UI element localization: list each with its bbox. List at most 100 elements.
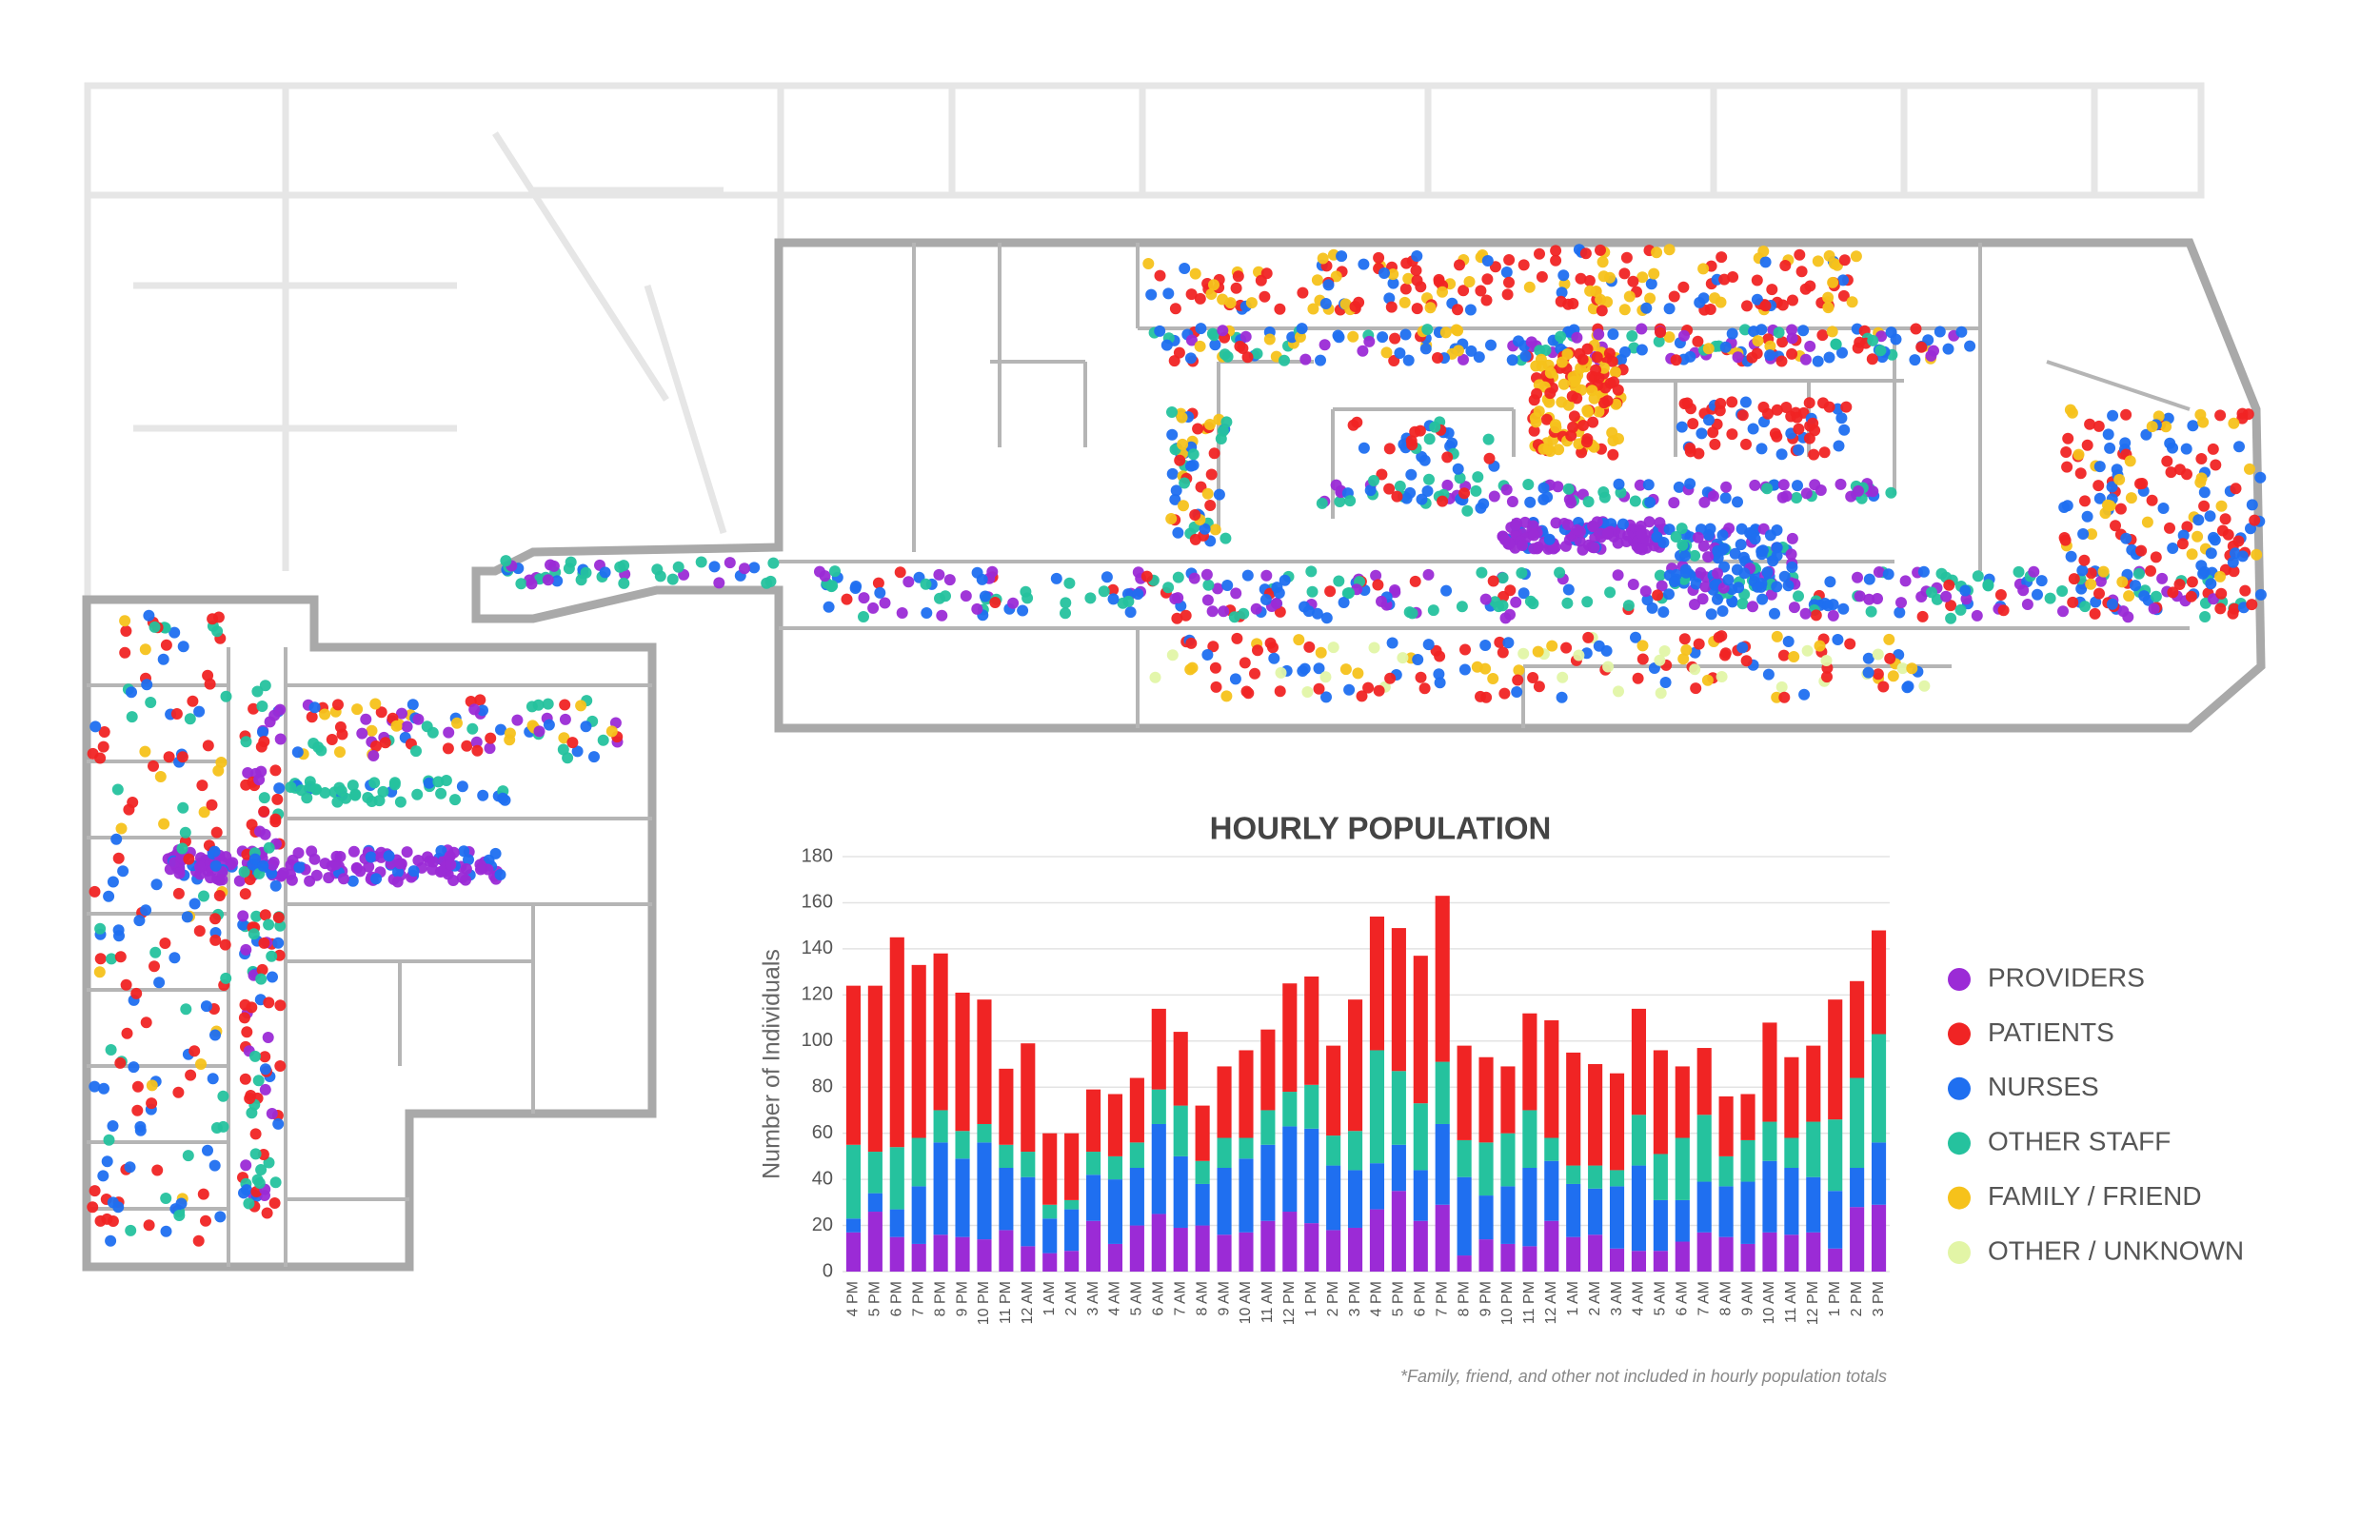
person-dot (170, 708, 183, 720)
person-dot (390, 720, 403, 732)
person-dot (1201, 594, 1214, 606)
person-dot (239, 998, 251, 1011)
person-dot (1122, 595, 1135, 607)
x-tick-label: 6 AM (1151, 1281, 1167, 1315)
person-dot (1195, 323, 1207, 335)
person-dot (1712, 544, 1724, 557)
person-dot (258, 736, 270, 748)
person-dot (1655, 687, 1667, 700)
person-dot (1021, 592, 1034, 604)
person-dot (1777, 479, 1790, 491)
bar-segment (1413, 1103, 1428, 1171)
bar-segment (889, 1236, 904, 1272)
person-dot (1827, 609, 1839, 622)
person-dot (209, 859, 222, 872)
person-dot (1453, 345, 1464, 357)
person-dot (149, 960, 160, 973)
person-dot (2079, 495, 2091, 507)
person-dot (1311, 607, 1323, 620)
bar-segment (1326, 1230, 1341, 1272)
person-dot (2110, 520, 2121, 532)
person-dot (1676, 421, 1688, 433)
person-dot (238, 866, 250, 878)
bar-segment (1828, 1248, 1843, 1272)
x-tick-label: 11 PM (1521, 1281, 1537, 1324)
person-dot (1872, 668, 1884, 681)
bar-segment (1064, 1199, 1080, 1210)
bar-segment (1326, 1165, 1341, 1231)
person-dot (1387, 277, 1399, 289)
person-dot (1556, 356, 1568, 368)
bar-segment (1544, 1019, 1559, 1138)
person-dot (2181, 521, 2193, 533)
person-dot (240, 1159, 252, 1172)
person-dot (1160, 339, 1173, 351)
person-dot (259, 1051, 271, 1063)
person-dot (823, 601, 835, 613)
person-dot (172, 1086, 185, 1098)
bar-segment (1347, 1227, 1363, 1272)
person-dot (1562, 583, 1575, 596)
person-dot (97, 1170, 109, 1182)
person-dot (1571, 523, 1583, 536)
person-dot (1884, 652, 1896, 664)
person-dot (227, 857, 239, 869)
person-dot (1716, 529, 1729, 542)
person-dot (1740, 655, 1753, 667)
person-dot (829, 565, 841, 578)
person-dot (241, 1184, 252, 1196)
person-dot (551, 575, 564, 587)
person-dot (1736, 409, 1749, 422)
person-dot (1142, 258, 1155, 269)
person-dot (1188, 572, 1200, 584)
person-dot (2058, 502, 2071, 513)
person-dot (1748, 326, 1760, 338)
person-dot (1818, 446, 1831, 459)
x-tick-label: 12 PM (1805, 1281, 1821, 1325)
bar-segment (1107, 1243, 1123, 1272)
person-dot (1275, 666, 1287, 679)
bar-segment (955, 1131, 970, 1159)
person-dot (1480, 294, 1493, 306)
faint-building (84, 82, 2205, 600)
person-dot (272, 1117, 285, 1130)
bar-segment (1696, 1115, 1712, 1182)
person-dot (1383, 292, 1396, 305)
person-dot (1411, 274, 1423, 286)
person-dot (1840, 401, 1853, 413)
person-dot (241, 1026, 253, 1038)
person-dot (2136, 478, 2149, 489)
person-dot (181, 911, 193, 923)
person-dot (1217, 325, 1229, 337)
person-dot (103, 1134, 115, 1146)
person-dot (936, 609, 948, 622)
person-dot (1494, 636, 1506, 648)
person-dot (1716, 671, 1728, 682)
person-dot (2132, 567, 2145, 580)
person-dot (1810, 609, 1822, 622)
person-dot (1749, 479, 1761, 491)
person-dot (2074, 467, 2087, 480)
person-dot (1212, 582, 1223, 595)
bar-segment (1566, 1165, 1581, 1184)
person-dot (2125, 492, 2137, 504)
person-dot (1761, 566, 1774, 579)
bar-segment (867, 1212, 883, 1272)
person-dot (1687, 418, 1699, 430)
bar-segment (889, 937, 904, 1148)
person-dot (1626, 330, 1638, 342)
person-dot (1795, 266, 1808, 278)
person-dot (1846, 296, 1858, 308)
person-dot (2113, 473, 2126, 485)
y-tick-label: 40 (812, 1168, 833, 1189)
person-dot (748, 562, 761, 574)
person-dot (140, 904, 152, 917)
person-dot (1208, 329, 1220, 342)
person-dot (2208, 531, 2219, 543)
person-dot (210, 826, 223, 839)
person-dot (212, 764, 225, 777)
person-dot (1550, 254, 1562, 267)
person-dot (1452, 304, 1463, 316)
x-tick-label: 11 AM (1783, 1281, 1799, 1323)
person-dot (2254, 588, 2267, 601)
